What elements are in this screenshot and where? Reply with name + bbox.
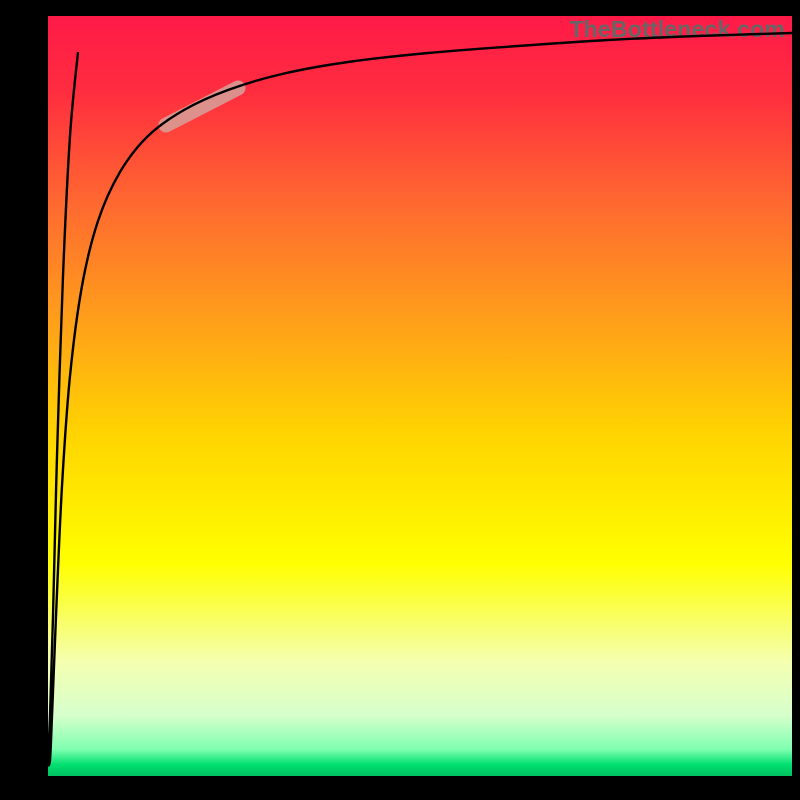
highlight-stroke [166, 88, 238, 125]
chart-frame: TheBottleneck.com [0, 0, 800, 800]
curve-layer [48, 16, 792, 776]
plot-area: TheBottleneck.com [48, 16, 792, 776]
main-curve [48, 33, 792, 766]
